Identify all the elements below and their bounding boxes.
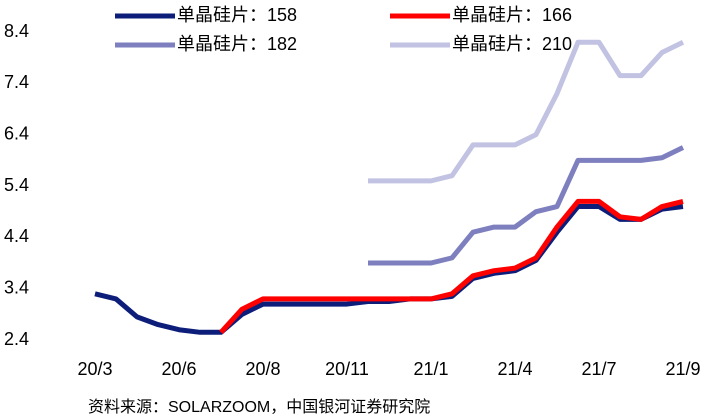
y-tick-label: 6.4	[4, 123, 29, 143]
x-tick-label: 21/9	[665, 359, 700, 379]
series-line	[368, 145, 685, 266]
series-line	[94, 204, 684, 335]
y-tick-label: 8.4	[4, 21, 29, 41]
x-tick-label: 21/1	[413, 359, 448, 379]
legend-label: 单晶硅片：210	[452, 34, 572, 54]
legend-label: 单晶硅片：166	[452, 5, 572, 25]
legend-label: 单晶硅片：158	[177, 5, 297, 25]
x-tick-label: 20/6	[161, 359, 196, 379]
y-tick-label: 5.4	[4, 175, 29, 195]
y-tick-label: 2.4	[4, 329, 29, 349]
series-line	[219, 198, 684, 334]
legend-label: 单晶硅片：182	[177, 34, 297, 54]
y-tick-label: 3.4	[4, 277, 29, 297]
y-tick-label: 4.4	[4, 226, 29, 246]
x-tick-label: 21/7	[581, 359, 616, 379]
x-tick-label: 21/4	[497, 359, 532, 379]
x-tick-label: 20/11	[325, 359, 369, 379]
source-note: 资料来源：SOLARZOOM，中国银河证券研究院	[88, 398, 430, 416]
x-tick-label: 20/3	[77, 359, 112, 379]
y-tick-label: 7.4	[4, 72, 29, 92]
series-line	[368, 39, 685, 184]
x-tick-label: 20/8	[245, 359, 280, 379]
